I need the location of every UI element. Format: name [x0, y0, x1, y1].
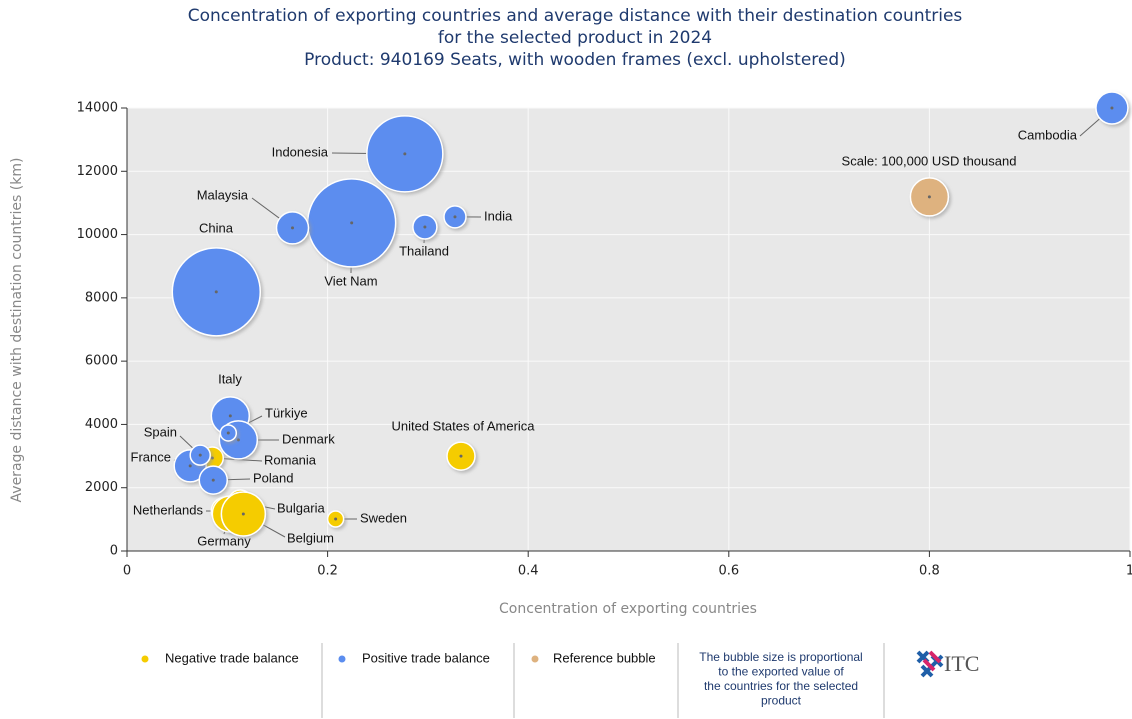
- point-label: France: [131, 449, 171, 464]
- x-tick-label: 0.2: [317, 564, 338, 579]
- legend-label: Negative trade balance: [165, 650, 299, 665]
- bubble-center: [188, 464, 192, 468]
- bubble-center: [290, 226, 294, 230]
- bubble-center: [927, 195, 931, 199]
- point-label: Belgium: [287, 530, 334, 545]
- y-tick-label: 6000: [85, 354, 118, 369]
- y-tick-label: 14000: [77, 101, 118, 116]
- point-label: China: [199, 220, 234, 235]
- legend-note: the countries for the selected: [704, 679, 858, 693]
- point-label: United States of America: [391, 418, 535, 433]
- legend: ITC: [321, 643, 979, 718]
- plot-area: [127, 108, 1130, 551]
- point-label: Sweden: [360, 510, 407, 525]
- point-label: Indonesia: [272, 144, 329, 159]
- bubble-center: [1110, 106, 1114, 110]
- chart-title: Product: 940169 Seats, with wooden frame…: [304, 50, 846, 70]
- bubble-center: [210, 456, 214, 460]
- point-label: Bulgaria: [277, 500, 325, 515]
- y-tick-label: 0: [110, 544, 118, 559]
- chart-title: Concentration of exporting countries and…: [188, 6, 963, 26]
- chart-title: for the selected product in 2024: [438, 28, 712, 48]
- point-label: Denmark: [282, 431, 335, 446]
- point-label: Netherlands: [133, 502, 204, 517]
- point-label: Malaysia: [197, 187, 249, 202]
- legend-label: Positive trade balance: [362, 650, 490, 665]
- point-label: Italy: [218, 371, 242, 386]
- x-tick-label: 0.8: [919, 564, 940, 579]
- bubble-center: [228, 414, 232, 418]
- y-tick-label: 10000: [77, 227, 118, 242]
- point-label: Poland: [253, 470, 293, 485]
- legend-marker: [337, 654, 347, 664]
- bubble-center: [403, 152, 407, 156]
- bubble-center: [423, 225, 427, 229]
- point-label: Romania: [264, 452, 317, 467]
- y-tick-label: 12000: [77, 164, 118, 179]
- y-axis-title: Average distance with destination countr…: [9, 158, 25, 503]
- x-tick-label: 0.4: [518, 564, 539, 579]
- point-label: Germany: [197, 533, 251, 548]
- logo-text: ITC: [944, 651, 979, 676]
- x-tick-label: 0: [123, 564, 131, 579]
- x-tick-label: 1: [1126, 564, 1132, 579]
- legend-label: Reference bubble: [553, 650, 656, 665]
- y-tick-label: 4000: [85, 417, 118, 432]
- legend-note: The bubble size is proportional: [699, 650, 862, 664]
- x-tick-label: 0.6: [718, 564, 739, 579]
- bubble-center: [214, 290, 218, 294]
- bubble-center: [241, 512, 245, 516]
- legend-marker: [530, 654, 540, 664]
- point-label: Spain: [144, 424, 177, 439]
- bubble-center: [350, 221, 354, 225]
- bubble-center: [459, 454, 463, 458]
- point-label: India: [484, 208, 513, 223]
- bubble-center: [226, 431, 230, 435]
- y-tick-label: 2000: [85, 480, 118, 495]
- bubble-center: [453, 215, 457, 219]
- point-label: Scale: 100,000 USD thousand: [842, 153, 1017, 168]
- bubble-center: [198, 453, 202, 457]
- point-label: Türkiye: [265, 405, 308, 420]
- point-label: Viet Nam: [324, 273, 377, 288]
- x-axis-title: Concentration of exporting countries: [499, 601, 757, 617]
- y-tick-label: 8000: [85, 290, 118, 305]
- logo-icon: [916, 650, 944, 678]
- bubble-center: [236, 438, 240, 442]
- legend-note: to the exported value of: [718, 665, 844, 679]
- legend-marker: [140, 654, 150, 664]
- bubble-center: [211, 478, 215, 482]
- point-label: Cambodia: [1018, 127, 1078, 142]
- point-label: Thailand: [399, 243, 449, 258]
- bubble-center: [334, 517, 338, 521]
- legend-note: product: [761, 694, 802, 708]
